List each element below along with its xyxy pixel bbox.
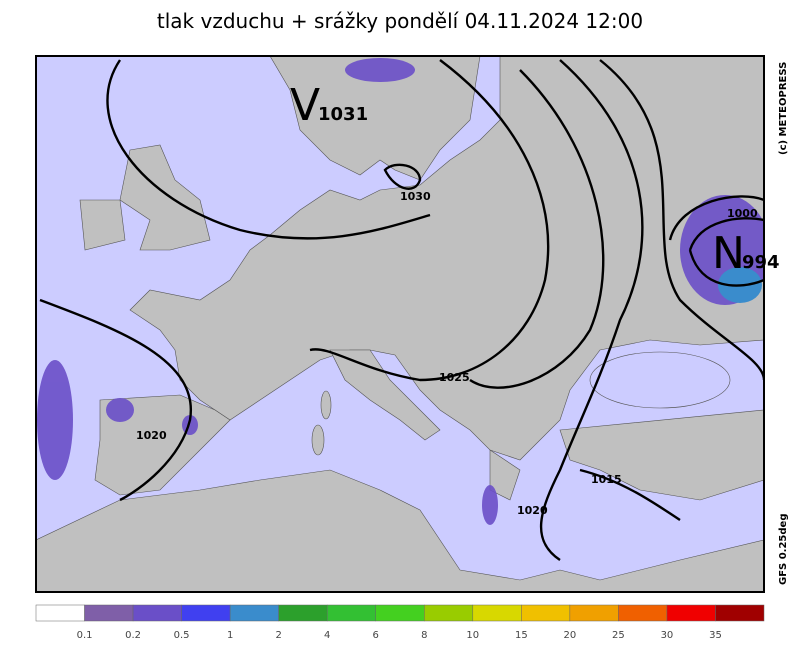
copyright: (c) METEOPRESS [778, 62, 789, 155]
legend-label: 30 [661, 630, 674, 641]
isobar-label: 1025 [439, 371, 470, 384]
legend-swatch [715, 604, 765, 622]
legend-label: 10 [466, 630, 479, 641]
map [36, 56, 764, 592]
legend-label: 35 [709, 630, 722, 641]
legend-swatch [326, 604, 376, 622]
high-value: 1031 [318, 104, 368, 125]
isobar-label: 1020 [136, 429, 167, 442]
model: GFS 0.25deg [778, 514, 789, 586]
legend-label: 0.1 [77, 630, 93, 641]
legend-label: 25 [612, 630, 625, 641]
legend-label: 8 [421, 630, 427, 641]
isobar-label: 1000 [727, 207, 758, 220]
legend-label: 4 [324, 630, 330, 641]
map-frame [35, 55, 765, 593]
legend-swatch [278, 604, 328, 622]
isobar-label: 1020 [517, 504, 548, 517]
legend-swatch [618, 604, 668, 622]
legend-label: 20 [563, 630, 576, 641]
legend-swatch [521, 604, 571, 622]
legend-label: 6 [373, 630, 379, 641]
high-symbol: V [290, 80, 320, 131]
legend-label: 2 [275, 630, 281, 641]
legend-swatch [181, 604, 231, 622]
title: tlak vzduchu + srážky pondělí 04.11.2024… [157, 9, 643, 33]
legend-swatch [132, 604, 182, 622]
low-symbol: N [712, 228, 745, 279]
low-value: 994 [742, 252, 780, 273]
legend-swatch [229, 604, 279, 622]
legend-label: 0.5 [174, 630, 190, 641]
legend-swatch [569, 604, 619, 622]
legend-swatch [472, 604, 522, 622]
legend-label: 1 [227, 630, 233, 641]
isobar-label: 1030 [400, 190, 431, 203]
legend-swatch [35, 604, 85, 622]
legend-swatch [375, 604, 425, 622]
legend-label: 15 [515, 630, 528, 641]
legend-swatch [666, 604, 716, 622]
isobar-label: 1015 [591, 473, 622, 486]
legend-swatch [424, 604, 474, 622]
legend-swatch [84, 604, 134, 622]
legend: 0.1 0.2 0.5 1 2 4 6 8 10 15 20 25 30 35 [35, 604, 765, 641]
legend-label: 0.2 [125, 630, 141, 641]
